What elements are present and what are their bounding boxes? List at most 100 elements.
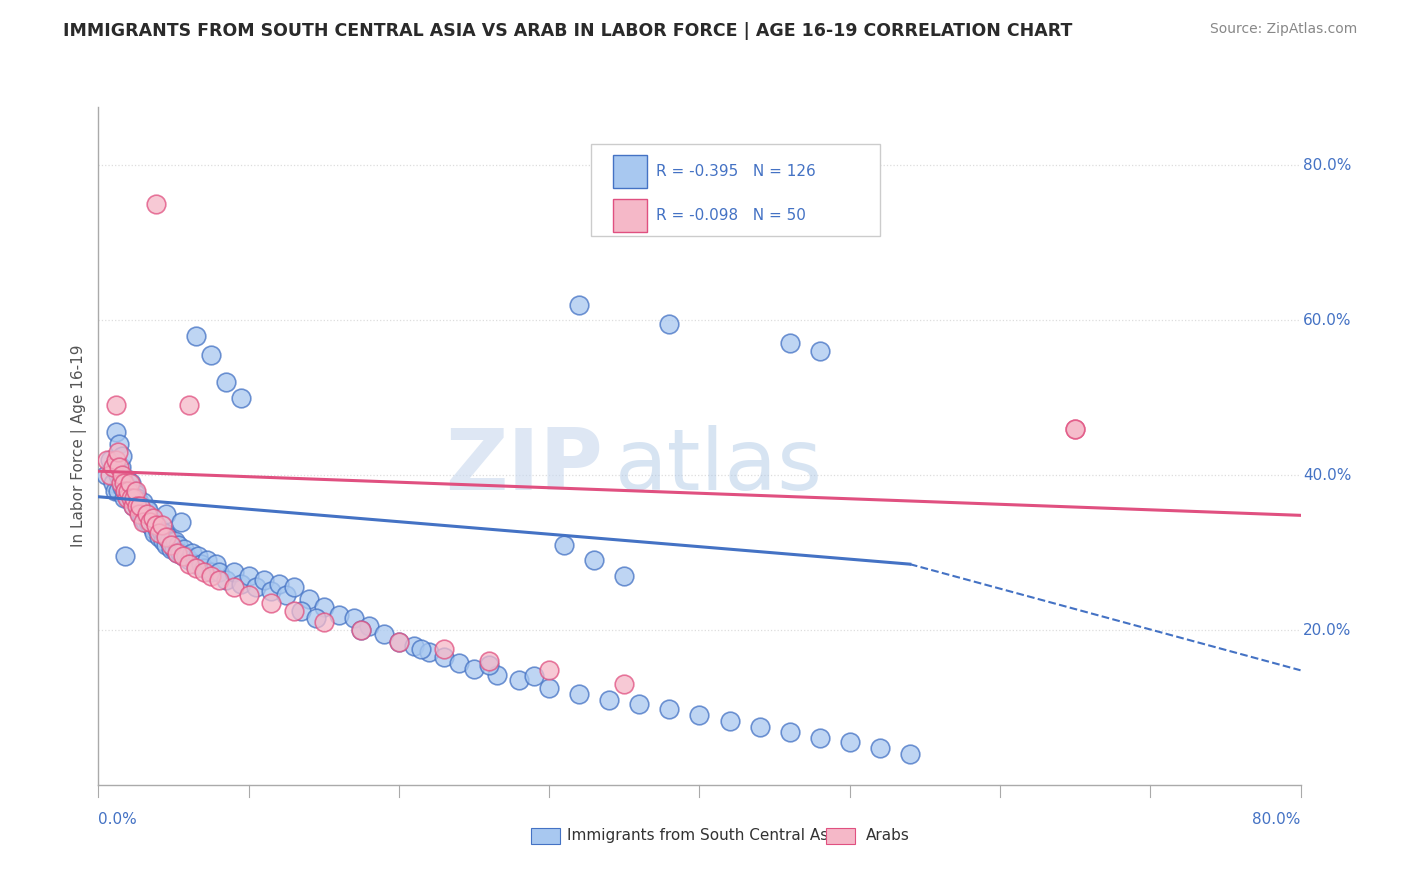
Point: [260, 596, 283, 610]
Point: [121, 487, 143, 501]
Point: [117, 483, 139, 498]
Point: [245, 581, 267, 595]
Point: [718, 714, 741, 729]
Point: [125, 495, 148, 509]
Point: [238, 568, 260, 582]
Point: [160, 533, 183, 548]
Point: [145, 518, 167, 533]
Point: [105, 425, 128, 440]
Point: [267, 576, 290, 591]
Text: R = -0.395   N = 126: R = -0.395 N = 126: [657, 164, 815, 179]
Point: [172, 549, 194, 564]
Point: [388, 634, 411, 648]
Point: [108, 437, 131, 451]
Point: [100, 468, 122, 483]
Point: [357, 619, 380, 633]
FancyBboxPatch shape: [613, 199, 647, 232]
Point: [94, 468, 117, 483]
Point: [104, 483, 127, 498]
Point: [124, 483, 146, 498]
Point: [568, 297, 591, 311]
Point: [869, 740, 891, 755]
Text: 40.0%: 40.0%: [1303, 467, 1351, 483]
Text: Arabs: Arabs: [865, 829, 910, 843]
Point: [165, 533, 187, 548]
Point: [122, 499, 145, 513]
Point: [215, 375, 238, 389]
Point: [808, 344, 831, 359]
Point: [166, 545, 188, 559]
Point: [260, 584, 283, 599]
Point: [125, 487, 148, 501]
Point: [283, 581, 305, 595]
Point: [135, 507, 157, 521]
Point: [132, 495, 155, 509]
Point: [598, 692, 620, 706]
Text: 60.0%: 60.0%: [1303, 312, 1351, 327]
Point: [141, 522, 163, 536]
Text: 0.0%: 0.0%: [98, 812, 138, 827]
Point: [238, 588, 260, 602]
Point: [1064, 421, 1087, 435]
Point: [418, 645, 440, 659]
Point: [478, 657, 501, 672]
FancyBboxPatch shape: [825, 828, 855, 844]
Point: [138, 518, 160, 533]
Point: [312, 599, 335, 614]
Point: [139, 510, 162, 524]
Text: Immigrants from South Central Asia: Immigrants from South Central Asia: [567, 829, 842, 843]
Point: [388, 634, 411, 648]
Point: [898, 747, 921, 761]
Point: [838, 735, 860, 749]
Point: [328, 607, 350, 622]
Point: [193, 565, 215, 579]
Point: [177, 553, 200, 567]
Point: [180, 545, 202, 559]
Point: [107, 445, 129, 459]
Point: [128, 503, 150, 517]
Point: [135, 510, 157, 524]
Point: [305, 611, 328, 625]
Point: [148, 530, 170, 544]
Point: [125, 483, 148, 498]
Point: [122, 499, 145, 513]
Point: [145, 197, 167, 211]
Point: [613, 677, 636, 691]
Point: [1064, 421, 1087, 435]
Point: [174, 549, 197, 564]
Point: [568, 687, 591, 701]
Point: [169, 545, 191, 559]
Point: [114, 475, 136, 490]
Point: [508, 673, 530, 688]
Point: [131, 510, 153, 524]
Point: [402, 639, 425, 653]
FancyBboxPatch shape: [531, 828, 560, 844]
Point: [155, 538, 177, 552]
Point: [195, 553, 218, 567]
Point: [162, 541, 184, 556]
Point: [105, 460, 128, 475]
Point: [114, 483, 136, 498]
Point: [134, 515, 156, 529]
Point: [208, 573, 231, 587]
Point: [200, 568, 222, 582]
Point: [153, 526, 176, 541]
Point: [231, 576, 253, 591]
Point: [157, 533, 180, 548]
Point: [350, 623, 373, 637]
Point: [129, 507, 152, 521]
Point: [187, 549, 209, 564]
Point: [110, 460, 132, 475]
Point: [136, 503, 159, 517]
Point: [373, 627, 395, 641]
Point: [121, 491, 143, 506]
Text: 80.0%: 80.0%: [1253, 812, 1301, 827]
Point: [111, 480, 134, 494]
Point: [111, 449, 134, 463]
Point: [110, 472, 132, 486]
Point: [135, 503, 157, 517]
Point: [433, 650, 456, 665]
Point: [105, 452, 128, 467]
Point: [156, 530, 179, 544]
Point: [110, 475, 132, 490]
